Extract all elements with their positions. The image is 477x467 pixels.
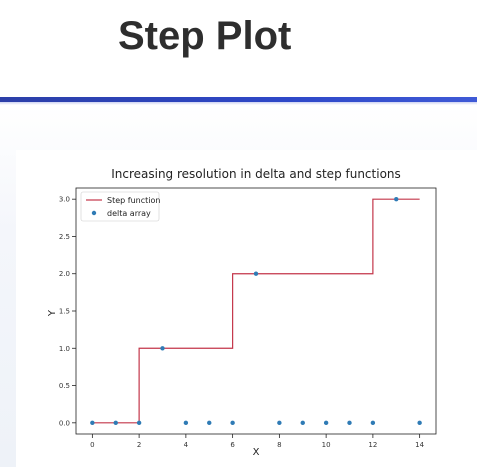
x-tick-label: 12 [368, 441, 377, 449]
chart-legend: Step function delta array [80, 191, 160, 222]
legend-label-step: Step function [107, 196, 160, 205]
delta-point [183, 420, 189, 426]
x-tick-label: 8 [277, 441, 281, 449]
delta-point [230, 420, 235, 426]
delta-point [207, 420, 212, 426]
y-tick-label: 2.5 [59, 233, 70, 241]
y-tick-label: 1.0 [59, 345, 70, 353]
title-divider-shadow [0, 102, 477, 105]
delta-point [300, 420, 305, 426]
plot-frame [75, 187, 437, 435]
legend-swatch-delta [91, 210, 97, 216]
delta-point [370, 420, 376, 426]
y-tick-label: 3.0 [59, 196, 70, 204]
delta-point [90, 420, 95, 426]
delta-point [136, 420, 142, 426]
y-tick-label: 0.0 [59, 419, 70, 427]
x-tick-label: 14 [415, 441, 424, 449]
figure-card: Increasing resolution in delta and step … [16, 150, 477, 467]
delta-point [323, 420, 329, 426]
delta-point [113, 420, 118, 426]
delta-point [277, 420, 282, 426]
delta-point [394, 196, 399, 202]
y-tick-label: 2.0 [59, 270, 70, 278]
chart-title: Increasing resolution in delta and step … [111, 167, 401, 181]
step-chart: Increasing resolution in delta and step … [47, 167, 437, 458]
delta-point [347, 420, 352, 426]
y-axis-label: Y [47, 309, 58, 317]
x-tick-label: 4 [184, 441, 189, 449]
title-divider [0, 97, 477, 102]
y-tick-label: 0.5 [59, 382, 70, 390]
delta-point [253, 271, 259, 276]
slide-title: Step Plot [118, 14, 292, 58]
legend-box [80, 191, 160, 222]
y-tick-label: 1.5 [59, 308, 70, 316]
x-tick-label: 0 [90, 441, 94, 449]
x-tick-label: 2 [137, 441, 141, 449]
step-function-line [92, 198, 420, 424]
delta-point [417, 420, 422, 426]
legend-label-delta: delta array [107, 209, 151, 218]
delta-point [160, 346, 165, 351]
x-tick-label: 10 [322, 441, 331, 449]
x-axis-label: X [253, 447, 260, 458]
x-tick-label: 6 [230, 441, 235, 449]
